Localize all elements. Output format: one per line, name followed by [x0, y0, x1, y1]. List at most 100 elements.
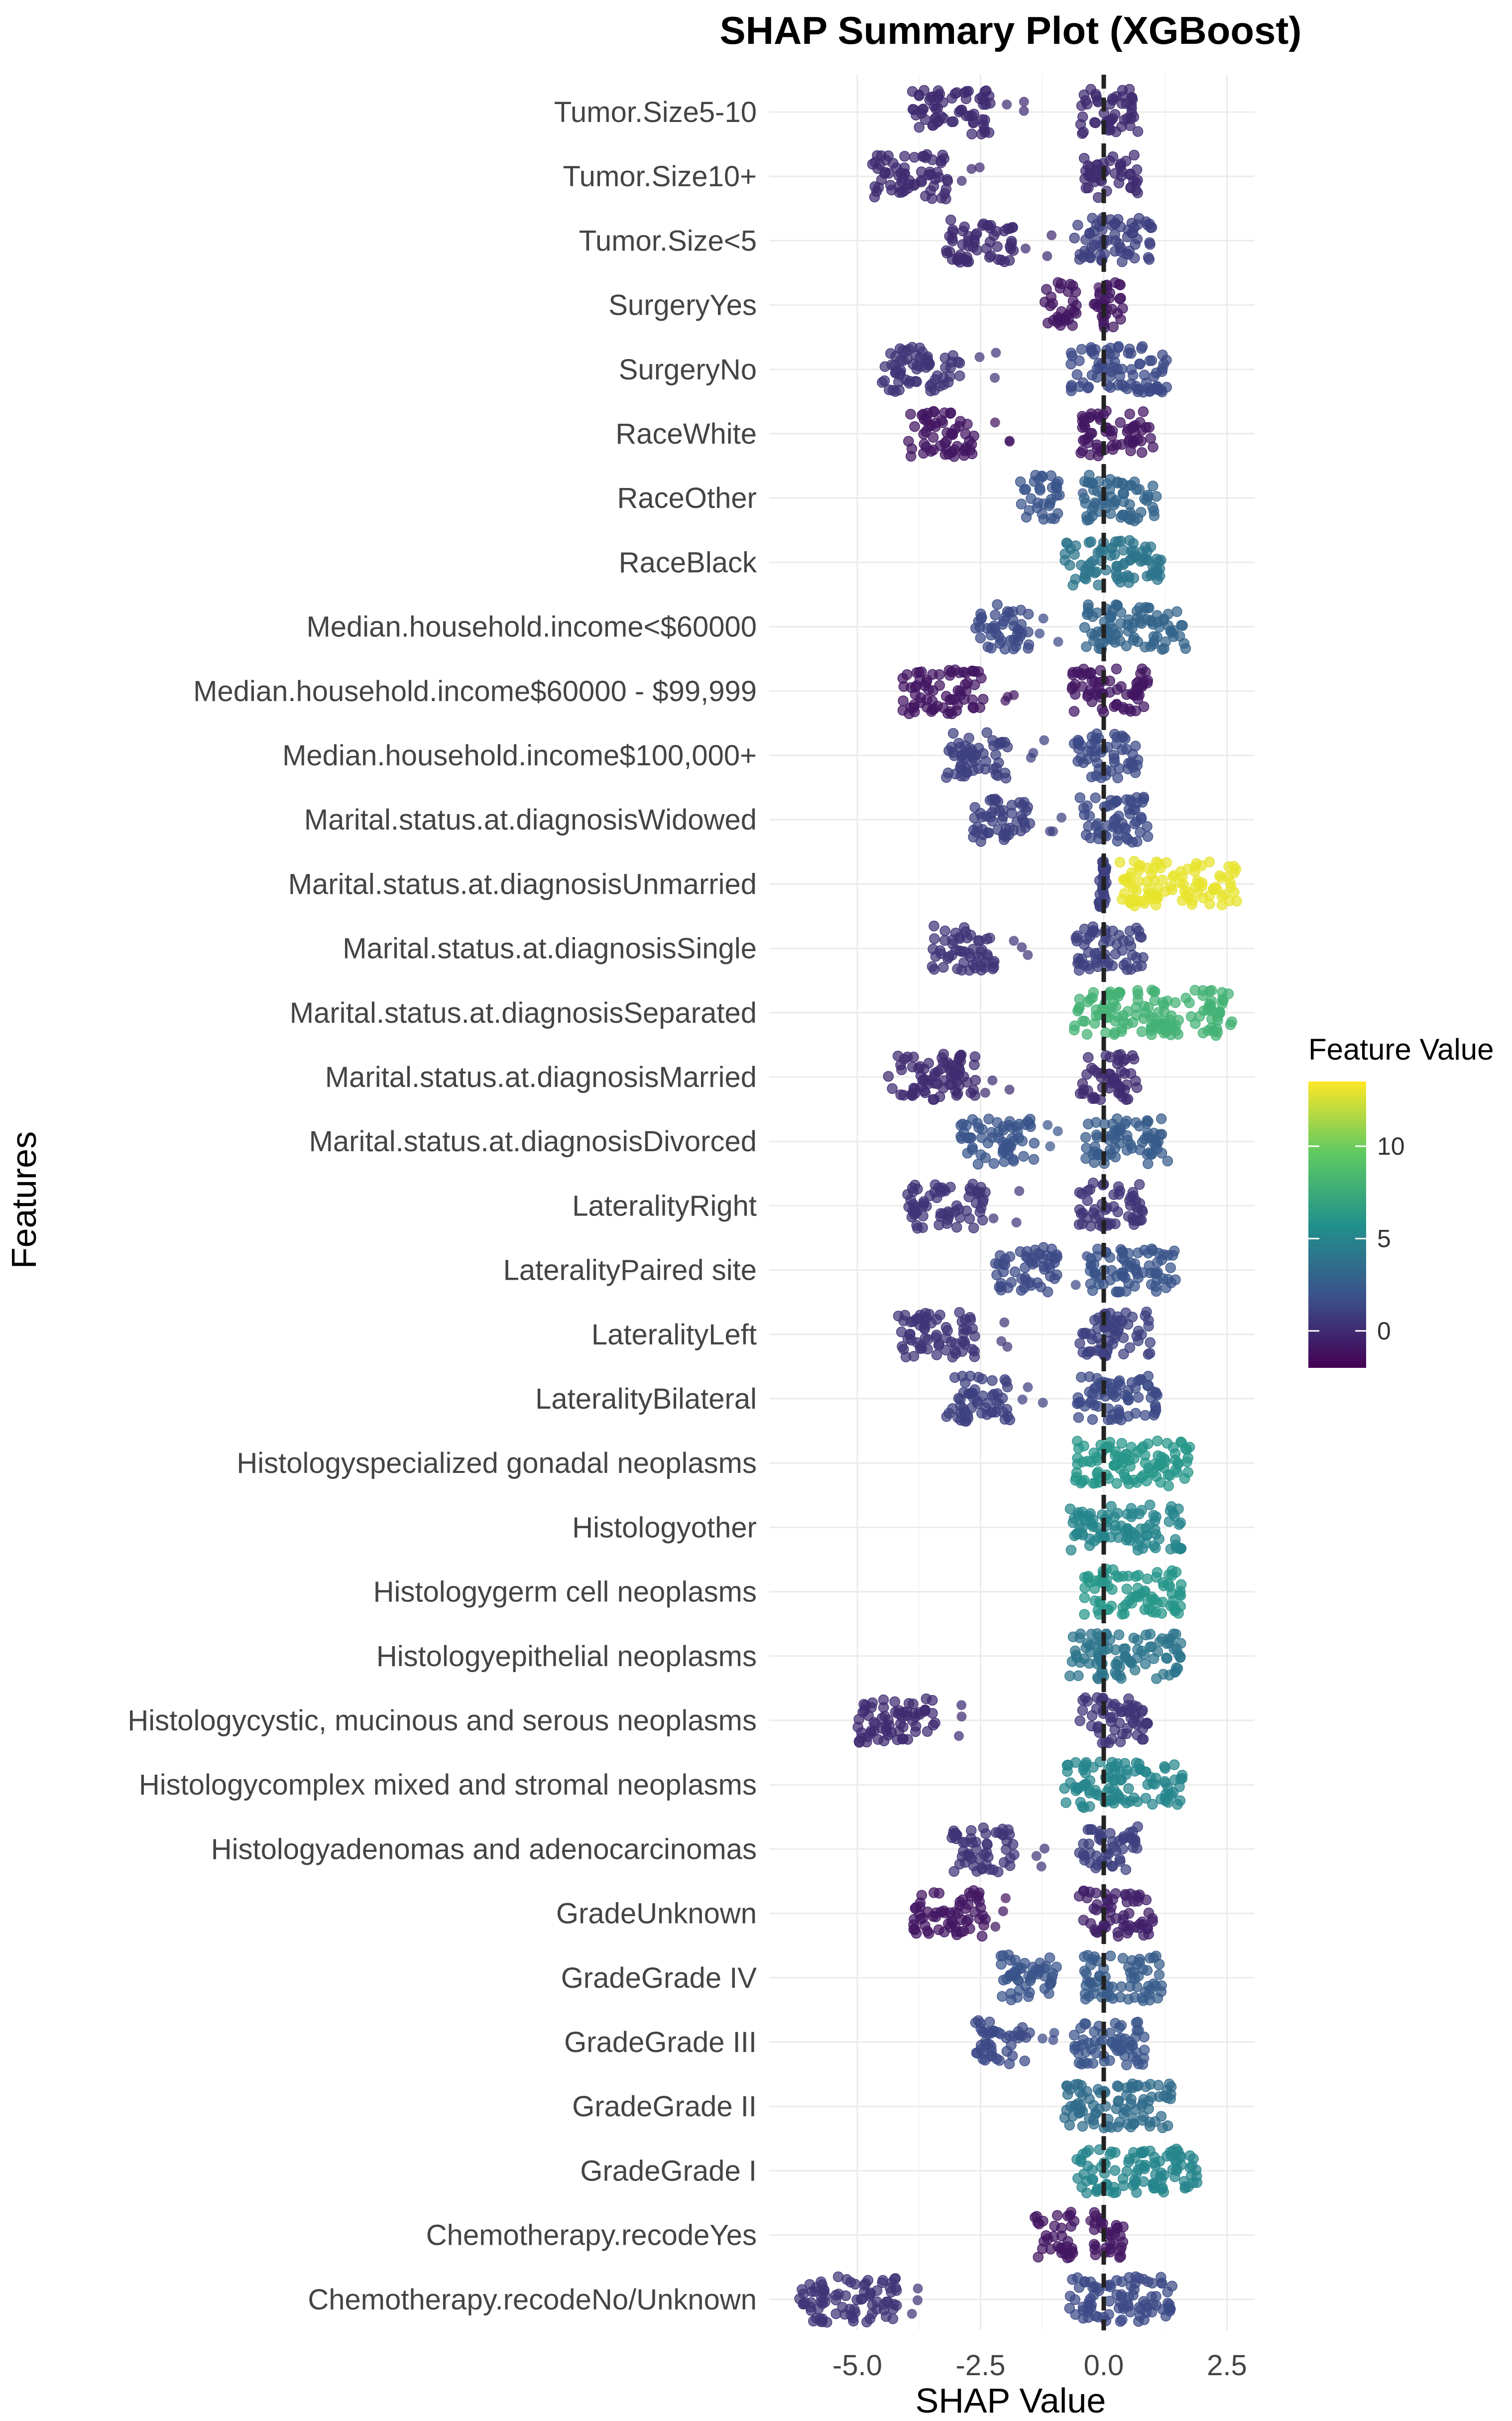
shap-point [947, 429, 958, 440]
shap-point [1123, 249, 1134, 260]
shap-point [978, 1920, 989, 1931]
shap-point [1106, 1501, 1117, 1512]
shap-point [979, 1849, 990, 1860]
shap-point [987, 1407, 998, 1418]
shap-point [1113, 1629, 1125, 1640]
shap-point [948, 1825, 959, 1836]
shap-point [1136, 1374, 1147, 1385]
shap-point [928, 1094, 939, 1105]
shap-point [998, 1258, 1009, 1269]
shap-point [1098, 636, 1109, 648]
shap-point [893, 1708, 904, 1719]
shap-point [865, 1727, 877, 1738]
shap-point [1118, 2221, 1129, 2232]
shap-point [1148, 1653, 1160, 1664]
shap-point [927, 669, 938, 680]
shap-point [916, 176, 927, 188]
shap-outlier-point [991, 348, 1001, 358]
shap-point [876, 174, 887, 185]
shap-point [976, 1132, 987, 1143]
shap-point [921, 415, 932, 426]
shap-point [1092, 1466, 1104, 1477]
shap-point [905, 409, 916, 420]
shap-point [887, 1083, 898, 1094]
shap-point [1090, 792, 1101, 803]
shap-point [1044, 500, 1055, 511]
shap-outlier-point [966, 164, 977, 174]
shap-point [990, 609, 1001, 620]
shap-point [1083, 947, 1094, 958]
shap-point [1073, 956, 1085, 968]
shap-point [1136, 1214, 1147, 1225]
shap-point [1019, 2056, 1030, 2066]
shap-point [956, 105, 967, 116]
shap-point [1122, 964, 1133, 975]
shap-outlier-point [974, 352, 985, 363]
feature-label: Marital.status.at.diagnosisUnmarried [288, 868, 757, 900]
shap-point [1092, 1672, 1103, 1683]
shap-point [1105, 474, 1116, 485]
legend-tick-label: 0 [1377, 1317, 1391, 1345]
shap-point [1129, 632, 1140, 643]
shap-outlier-point [1004, 1085, 1015, 1095]
shap-point [937, 1057, 949, 1068]
shap-point [1079, 245, 1090, 256]
shap-point [1084, 411, 1096, 423]
shap-point [1115, 1856, 1126, 1867]
shap-point [1076, 1371, 1087, 1383]
x-tick-label: -5.0 [832, 2349, 882, 2382]
shap-point [1069, 1645, 1081, 1657]
shap-point [1137, 2115, 1148, 2126]
shap-point [1105, 1274, 1116, 1286]
shap-point [979, 2055, 991, 2066]
shap-point [1082, 800, 1093, 812]
shap-point [1091, 728, 1102, 739]
shap-point [1091, 1850, 1102, 1862]
shap-point [1105, 1828, 1116, 1839]
shap-point [941, 174, 953, 185]
shap-point [1075, 2154, 1087, 2166]
shap-point [1093, 682, 1104, 694]
shap-outlier-point [974, 162, 985, 173]
shap-point [983, 1113, 994, 1124]
shap-point [1117, 2236, 1129, 2248]
shap-point [927, 696, 938, 707]
shap-point [1091, 219, 1102, 230]
shap-point [1104, 1634, 1115, 1645]
shap-point [1157, 1273, 1168, 1284]
shap-point [1067, 2247, 1078, 2259]
shap-point [1072, 2041, 1083, 2052]
shap-outlier-point [1014, 1186, 1025, 1196]
shap-point [1034, 483, 1046, 494]
feature-label: Chemotherapy.recodeYes [426, 2219, 757, 2252]
shap-point [1137, 2059, 1149, 2070]
x-tick-label: 0.0 [1084, 2349, 1124, 2382]
shap-outlier-point [954, 1731, 964, 1741]
shap-point [1132, 1545, 1144, 1556]
shap-point [1112, 1508, 1123, 1519]
shap-point [1127, 1143, 1138, 1154]
shap-point [1145, 1337, 1156, 1348]
shap-point [1088, 349, 1099, 360]
shap-outlier-point [990, 1922, 1001, 1932]
shap-point [1073, 2282, 1085, 2293]
shap-point [914, 121, 925, 133]
point-cluster [990, 1242, 1096, 1298]
shap-point [1108, 321, 1119, 333]
shap-point [1123, 572, 1135, 583]
point-cluster [1066, 663, 1154, 718]
shap-point [1087, 1285, 1098, 1296]
shap-point [1147, 1778, 1159, 1789]
shap-point [830, 2308, 842, 2319]
shap-point [1078, 1915, 1089, 1926]
shap-point [1123, 1961, 1134, 1972]
shap-point [1006, 2040, 1017, 2051]
shap-point [889, 1696, 901, 1707]
shap-point [1089, 2239, 1100, 2250]
shap-point [993, 739, 1004, 750]
shap-point [1135, 616, 1146, 627]
feature-label: LateralityLeft [591, 1319, 757, 1351]
shap-point [1092, 626, 1103, 637]
shap-point [1117, 2173, 1129, 2184]
shap-point [953, 421, 965, 432]
